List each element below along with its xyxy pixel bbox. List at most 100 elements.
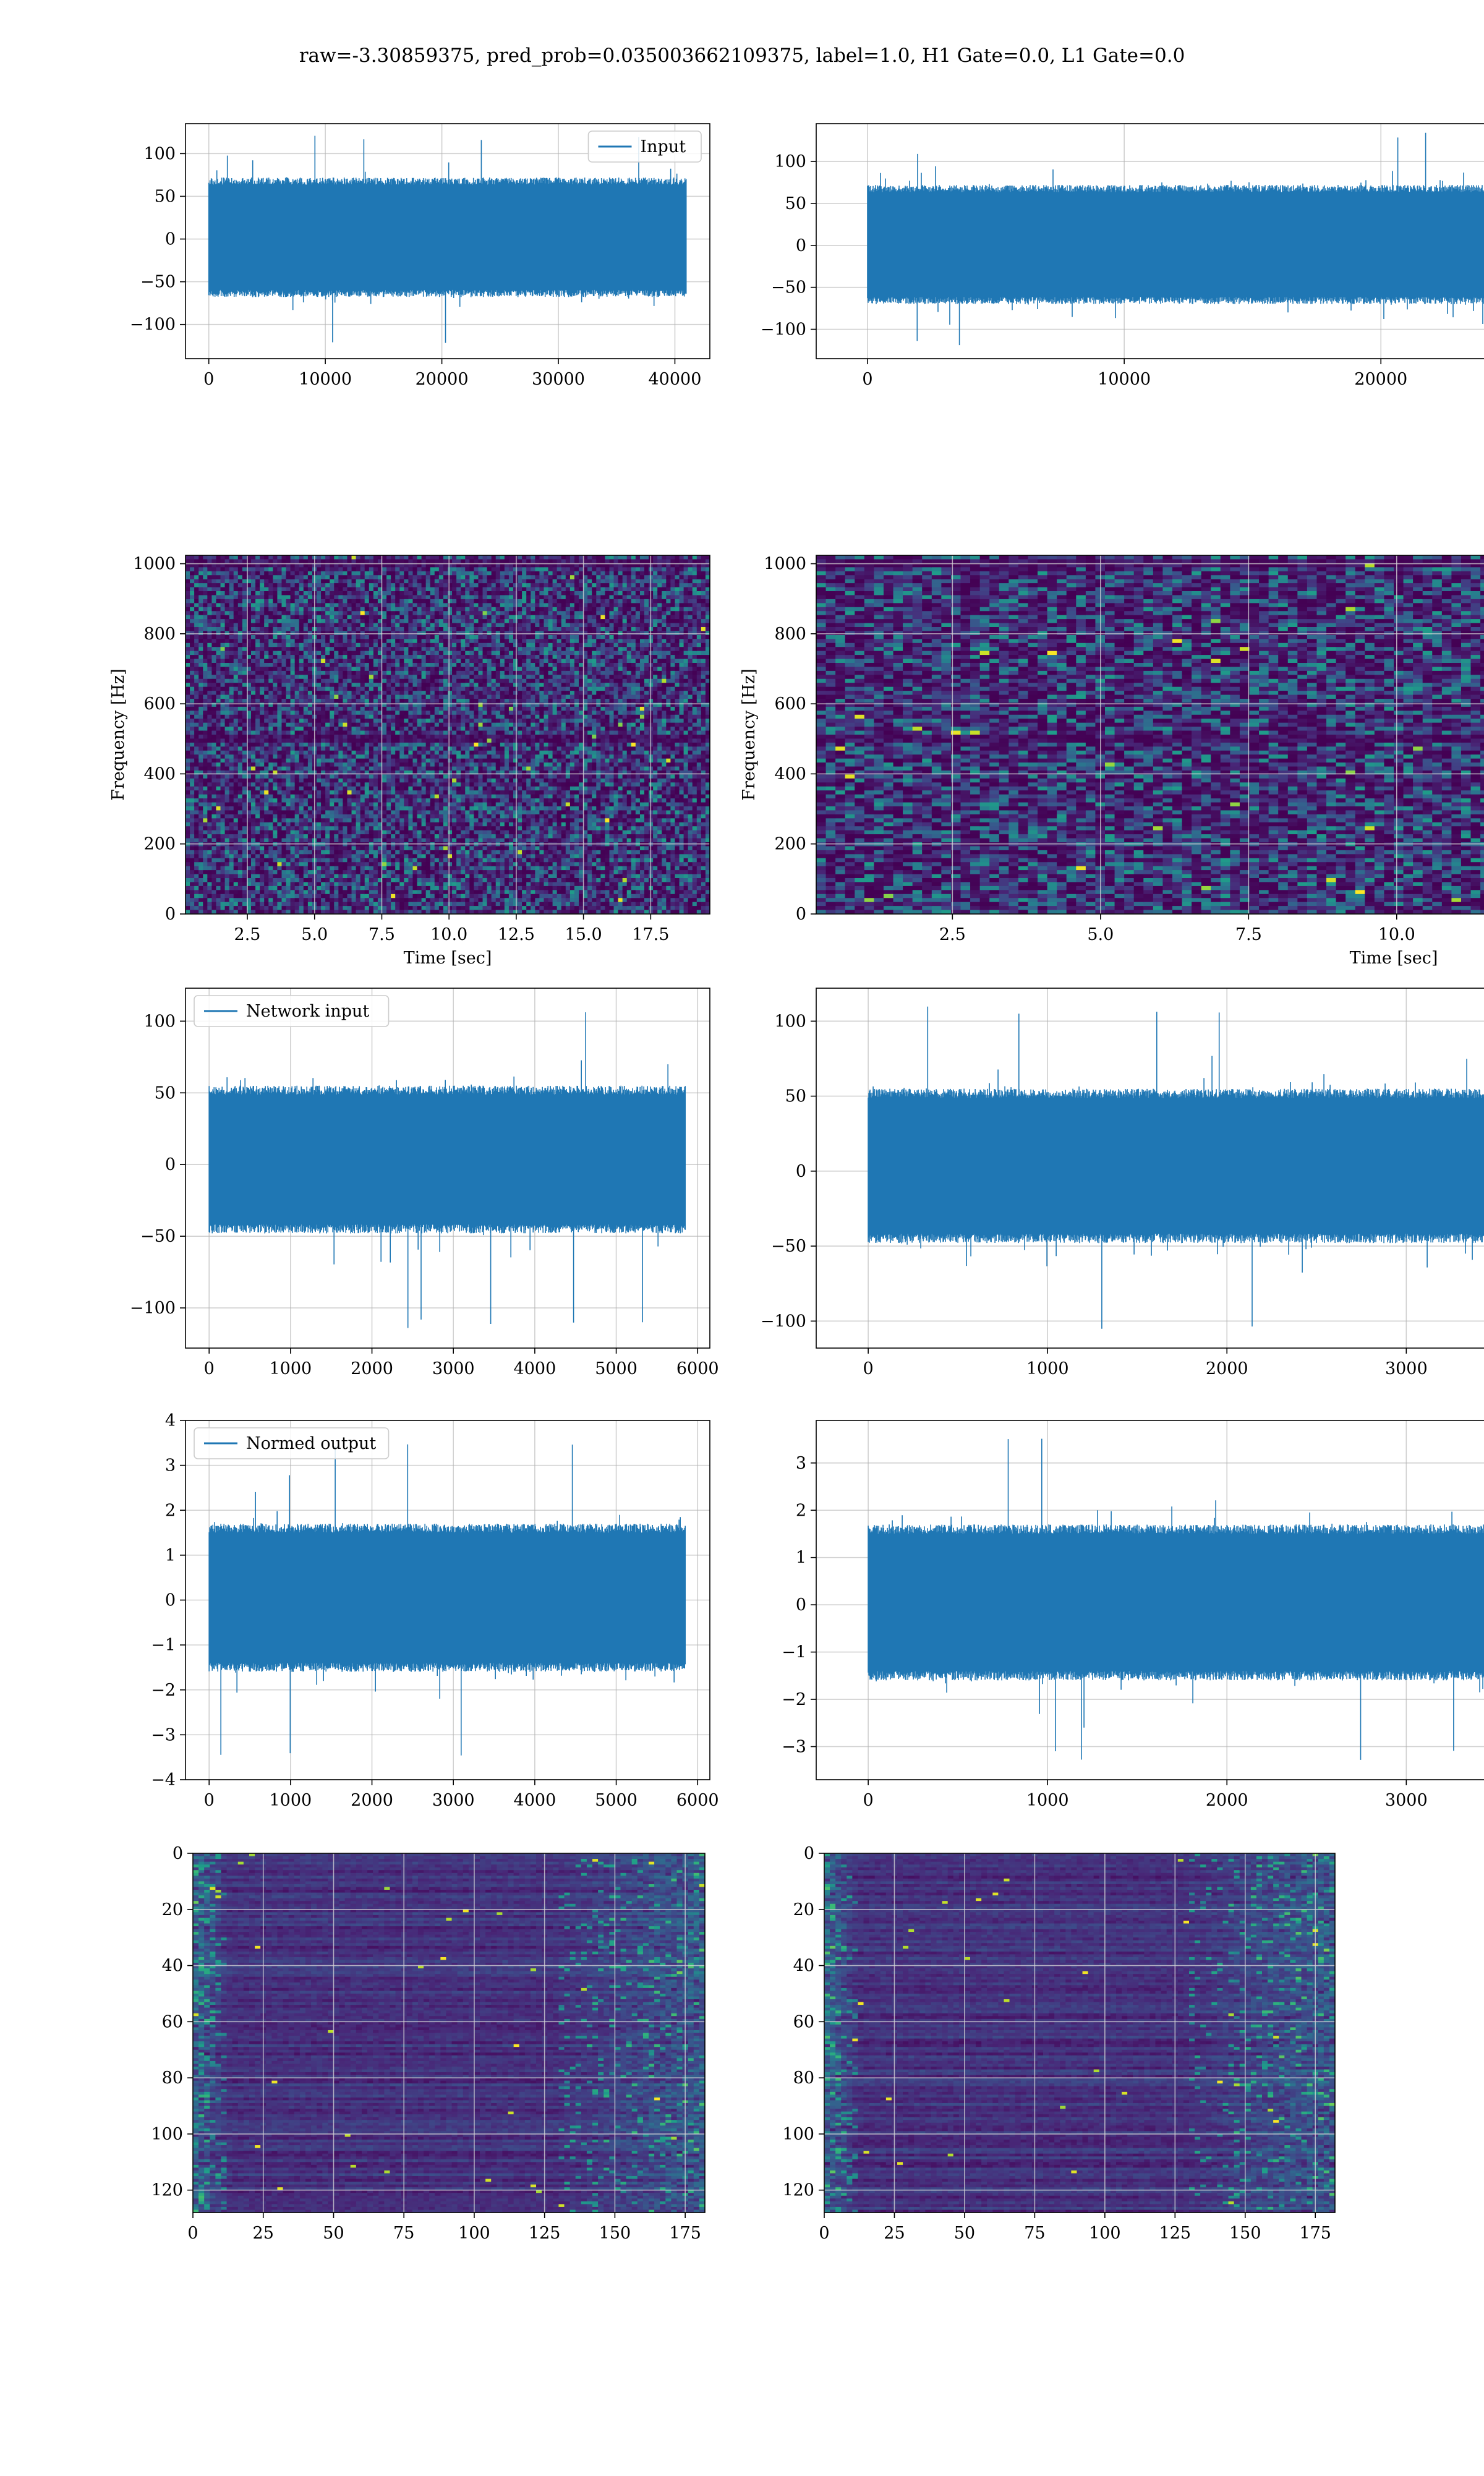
heatmap-cell	[268, 858, 273, 863]
heatmap-cell	[273, 695, 278, 699]
heatmap-cell	[186, 687, 190, 691]
heatmap-cell	[317, 667, 322, 671]
heatmap-cell	[382, 898, 387, 902]
heatmap-cell	[399, 583, 404, 587]
heatmap-cell	[194, 878, 199, 882]
heatmap-cell	[369, 779, 374, 783]
heatmap-cell	[190, 862, 195, 866]
heatmap-cell	[255, 715, 260, 719]
heatmap-cell	[304, 902, 309, 907]
heatmap-cell	[216, 687, 221, 691]
heatmap-cell	[317, 866, 322, 871]
heatmap-cell	[352, 894, 357, 899]
heatmap-cell	[321, 567, 326, 571]
heatmap-cell	[238, 902, 243, 907]
heatmap-cell	[321, 866, 326, 871]
heatmap-cell	[343, 850, 348, 855]
heatmap-cell	[304, 886, 309, 890]
heatmap-cell	[365, 898, 370, 902]
heatmap-cell	[391, 683, 396, 687]
heatmap-cell	[207, 826, 212, 830]
heatmap-cell	[211, 850, 216, 855]
heatmap-cell	[216, 846, 221, 850]
heatmap-cell	[360, 782, 365, 787]
heatmap-cell	[221, 858, 226, 863]
figure-title: raw=-3.30859375, pred_prob=0.03500366210…	[0, 45, 1484, 67]
heatmap-cell	[356, 854, 361, 858]
heatmap-cell	[334, 707, 339, 711]
heatmap-cell	[268, 790, 273, 795]
heatmap-cell	[221, 806, 226, 811]
heatmap-cell	[221, 687, 226, 691]
heatmap-cell	[273, 834, 278, 839]
heatmap-cell	[186, 711, 190, 715]
heatmap-cell	[255, 906, 260, 910]
heatmap-cell	[399, 754, 404, 759]
heatmap-cell	[321, 782, 326, 787]
heatmap-cell	[330, 691, 335, 695]
heatmap-cell	[281, 579, 286, 584]
heatmap-cell	[356, 735, 361, 739]
heatmap-cell	[268, 719, 273, 723]
heatmap-cell	[334, 723, 339, 727]
heatmap-cell	[325, 894, 330, 899]
heatmap-cell	[216, 587, 221, 592]
heatmap-cell	[268, 615, 273, 620]
heatmap-cell	[356, 675, 361, 679]
heatmap-cell	[216, 866, 221, 871]
heatmap-cell	[203, 671, 208, 675]
heatmap-cell	[286, 639, 291, 643]
heatmap-cell	[260, 803, 265, 807]
heatmap-cell	[404, 695, 409, 699]
heatmap-cell	[203, 619, 208, 623]
heatmap-cell	[221, 679, 226, 683]
heatmap-cell	[382, 571, 387, 576]
heatmap-cell	[417, 767, 422, 771]
heatmap-cell	[251, 723, 256, 727]
heatmap-cell	[234, 839, 239, 843]
heatmap-cell	[238, 619, 243, 623]
heatmap-cell	[373, 862, 378, 866]
heatmap-cell	[286, 707, 291, 711]
heatmap-cell	[321, 647, 326, 651]
heatmap-cell	[203, 787, 208, 791]
heatmap-cell	[207, 874, 212, 879]
heatmap-cell	[308, 906, 313, 910]
heatmap-cell	[382, 663, 387, 667]
heatmap-cell	[238, 699, 243, 703]
y-tick-label: 0	[165, 230, 176, 249]
heatmap-cell	[356, 762, 361, 767]
heatmap-cell	[317, 870, 322, 874]
heatmap-cell	[373, 858, 378, 863]
heatmap-cell	[225, 627, 230, 631]
heatmap-cell	[281, 731, 286, 735]
heatmap-cell	[273, 699, 278, 703]
heatmap-cell	[251, 735, 256, 739]
heatmap-cell	[334, 858, 339, 863]
heatmap-cell	[268, 839, 273, 843]
heatmap-cell	[399, 707, 404, 711]
heatmap-cell	[225, 575, 230, 579]
heatmap-cell	[373, 830, 378, 835]
heatmap-cell	[238, 779, 243, 783]
heatmap-cell	[225, 798, 230, 803]
heatmap-cell	[408, 842, 413, 847]
heatmap-cell	[291, 782, 296, 787]
heatmap-cell	[308, 575, 313, 579]
heatmap-cell	[221, 699, 226, 703]
heatmap-cell	[325, 810, 330, 814]
heatmap-cell	[360, 754, 365, 759]
heatmap-cell	[286, 631, 291, 635]
heatmap-cell	[216, 878, 221, 882]
heatmap-cell	[255, 695, 260, 699]
heatmap-cell	[203, 830, 208, 835]
heatmap-cell	[273, 559, 278, 563]
heatmap-cell	[321, 639, 326, 643]
heatmap-cell	[216, 679, 221, 683]
heatmap-cell	[291, 571, 296, 576]
heatmap-cell	[186, 874, 190, 879]
heatmap-cell	[251, 878, 256, 882]
heatmap-cell	[299, 595, 304, 599]
heatmap-cell	[386, 631, 391, 635]
heatmap-cell	[386, 862, 391, 866]
